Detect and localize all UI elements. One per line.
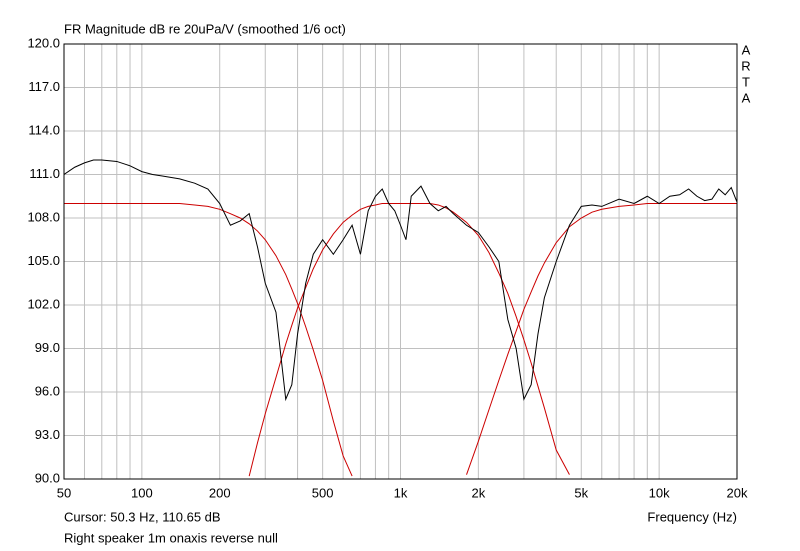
- side-label-letter: A: [742, 42, 751, 57]
- chart-title: FR Magnitude dB re 20uPa/V (smoothed 1/6…: [64, 21, 346, 36]
- x-tick-label: 100: [131, 485, 153, 500]
- side-label-letter: R: [741, 58, 750, 73]
- y-tick-label: 93.0: [35, 427, 60, 442]
- x-tick-label: 5k: [574, 485, 588, 500]
- y-tick-label: 111.0: [29, 166, 60, 181]
- plot-area: [64, 159, 737, 477]
- x-tick-label: 2k: [471, 485, 485, 500]
- side-label-letter: A: [742, 90, 751, 105]
- cursor-readout: Cursor: 50.3 Hz, 110.65 dB: [64, 509, 221, 524]
- plot-frame: [63, 43, 738, 480]
- y-tick-label: 117.0: [28, 79, 60, 94]
- y-tick-label: 108.0: [27, 209, 60, 224]
- x-axis-label: Frequency (Hz): [647, 509, 737, 524]
- y-tick-label: 99.0: [35, 340, 60, 355]
- y-tick-label: 114.0: [28, 122, 60, 137]
- x-tick-label: 10k: [649, 485, 670, 500]
- y-tick-label: 96.0: [35, 383, 60, 398]
- x-tick-label: 50: [57, 485, 71, 500]
- series-line: [64, 159, 737, 402]
- side-label-letter: T: [742, 74, 750, 89]
- series-line: [248, 203, 570, 477]
- x-tick-label: 20k: [727, 485, 748, 500]
- y-tick-label: 90.0: [35, 470, 60, 485]
- note: Right speaker 1m onaxis reverse null: [64, 530, 278, 545]
- series-line: [64, 203, 353, 477]
- y-tick-label: 120.0: [27, 35, 60, 50]
- x-tick-label: 1k: [394, 485, 408, 500]
- x-tick-label: 500: [312, 485, 334, 500]
- x-tick-label: 200: [209, 485, 231, 500]
- y-tick-label: 102.0: [27, 296, 60, 311]
- y-tick-label: 105.0: [27, 253, 60, 268]
